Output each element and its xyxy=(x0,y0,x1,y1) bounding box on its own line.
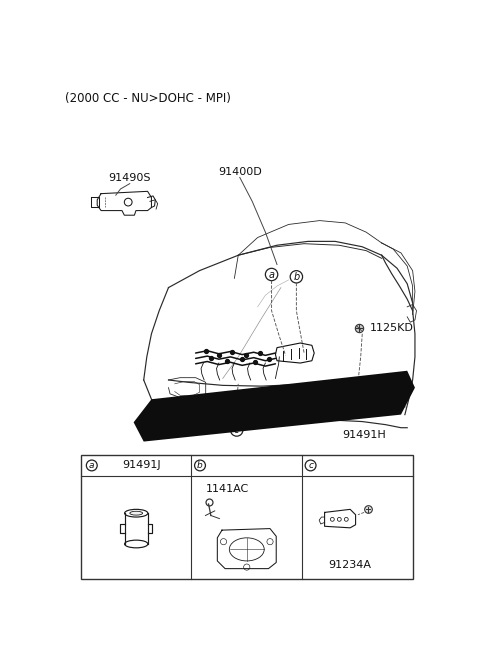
Bar xyxy=(81,455,413,580)
Text: 1141AC: 1141AC xyxy=(205,483,249,493)
Text: 91491H: 91491H xyxy=(343,430,386,440)
Text: b: b xyxy=(293,272,300,282)
Text: a: a xyxy=(89,461,95,470)
Polygon shape xyxy=(133,371,415,442)
Text: 91490S: 91490S xyxy=(108,173,151,183)
Text: 91400D: 91400D xyxy=(218,167,262,177)
Text: b: b xyxy=(197,461,203,470)
Text: a: a xyxy=(269,270,275,280)
Text: 1125KD: 1125KD xyxy=(370,323,414,333)
Text: (2000 CC - NU>DOHC - MPI): (2000 CC - NU>DOHC - MPI) xyxy=(65,92,231,105)
Text: 91491J: 91491J xyxy=(122,460,161,471)
Text: c: c xyxy=(308,461,313,470)
Text: H: H xyxy=(283,398,291,408)
Text: 91234A: 91234A xyxy=(329,560,372,570)
Ellipse shape xyxy=(130,511,143,515)
Text: c: c xyxy=(234,426,240,436)
